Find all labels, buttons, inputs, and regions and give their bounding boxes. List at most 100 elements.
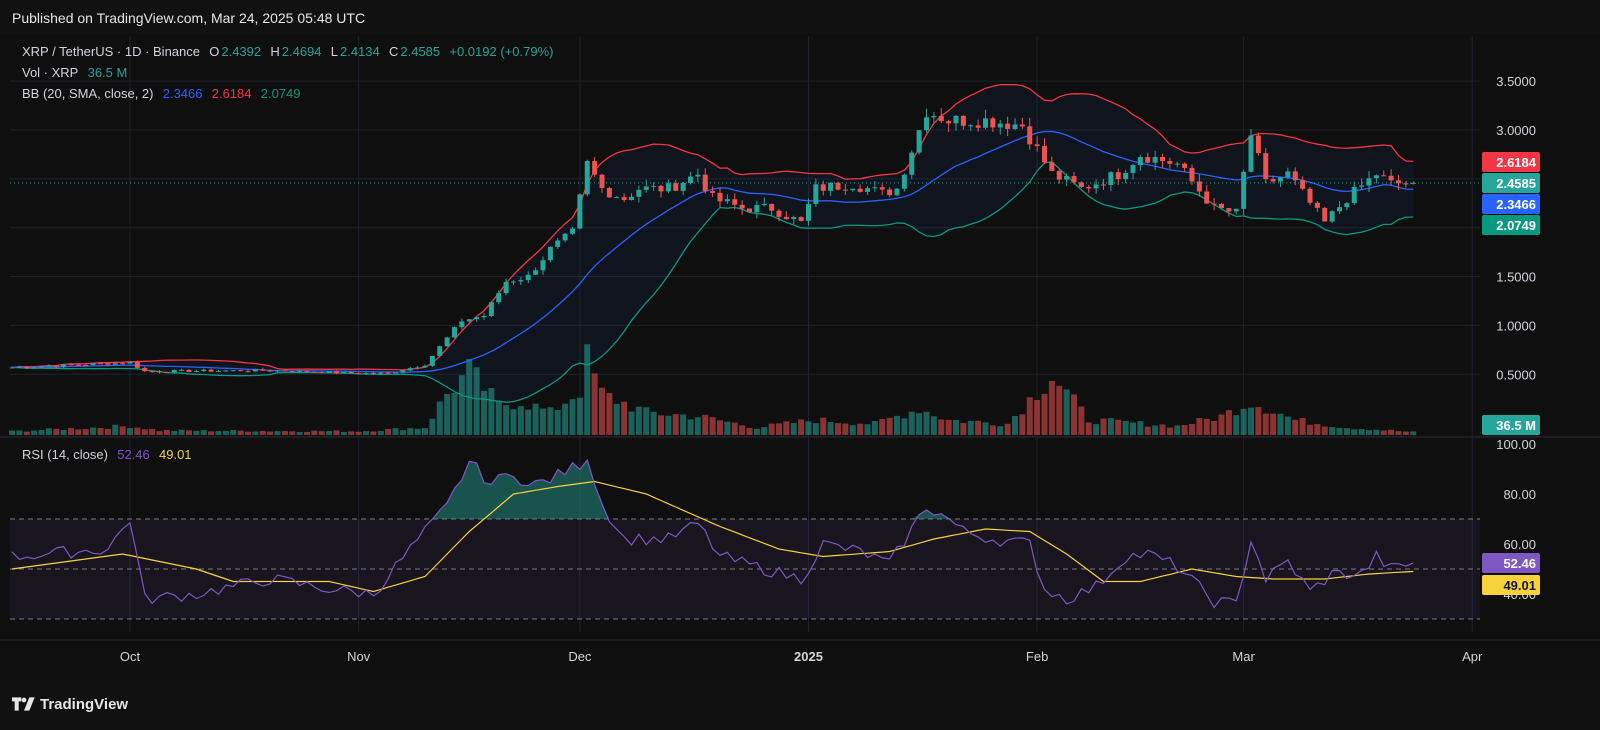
candle-body [975, 125, 981, 128]
volume-bar [1130, 422, 1136, 435]
rsi-tick-label: 60.00 [1503, 537, 1536, 552]
volume-bar [31, 430, 38, 435]
volume-bar [1380, 430, 1387, 435]
candle-body [997, 123, 1003, 128]
candle-body [1307, 188, 1313, 203]
volume-bar [68, 428, 74, 435]
candle-body [208, 369, 214, 372]
volume-bar [1225, 410, 1232, 435]
candle-body [1189, 167, 1195, 182]
symbol-label[interactable]: XRP / TetherUS · 1D · Binance [22, 44, 200, 59]
candle-body [193, 371, 199, 373]
volume-bar [1218, 414, 1225, 435]
volume-bar [1115, 419, 1122, 435]
candle-body [297, 370, 303, 372]
volume-bar [436, 401, 443, 435]
volume-bar [1277, 413, 1284, 435]
volume-bar [672, 414, 679, 435]
volume-bar [458, 375, 465, 435]
bb-lower-value: 2.0749 [260, 86, 301, 101]
candle-body [1042, 146, 1047, 163]
candle-body [1359, 185, 1365, 187]
volume-bar [871, 421, 878, 435]
volume-bar [599, 387, 605, 435]
volume-bar [923, 411, 930, 435]
volume-value: 36.5 M [87, 65, 128, 80]
volume-bar [1166, 427, 1173, 435]
volume-bar [1041, 393, 1048, 435]
time-tick-label: Feb [1026, 649, 1048, 664]
volume-bar [60, 429, 67, 435]
volume-bar [82, 429, 89, 435]
volume-bar [186, 430, 192, 435]
volume-bar [554, 410, 561, 435]
candle-body [754, 205, 760, 213]
volume-bar [731, 422, 738, 435]
volume-bar [208, 431, 215, 435]
volume-bar [1270, 413, 1277, 435]
volume-bar [200, 429, 207, 435]
candle-body [879, 187, 885, 190]
volume-bar [1048, 380, 1055, 435]
close-value: 2.4585 [400, 44, 441, 59]
candle-body [798, 217, 804, 221]
candle-body [238, 370, 244, 372]
rsi-tick-label: 80.00 [1503, 487, 1536, 502]
volume-bar [1255, 407, 1262, 435]
candle-body [1211, 203, 1217, 205]
volume-bar [1395, 431, 1402, 435]
candle-body [1101, 184, 1106, 186]
volume-bar [333, 430, 340, 435]
time-tick-label: Dec [568, 649, 592, 664]
tradingview-brand[interactable]: TradingView [40, 696, 129, 713]
candle-body [1351, 186, 1357, 204]
volume-bar [481, 390, 487, 435]
candle-body [319, 372, 325, 374]
volume-bar [709, 417, 716, 435]
candle-body [872, 187, 878, 189]
volume-bar [222, 430, 229, 435]
volume-bar [97, 428, 104, 435]
badge-volume-bg [1482, 415, 1540, 435]
candle-body [1071, 176, 1077, 183]
badge-basis-bg [1482, 194, 1540, 214]
volume-bar [953, 419, 959, 435]
candle-body [983, 118, 988, 128]
volume-bar [274, 431, 281, 435]
candle-body [776, 210, 782, 217]
volume-bar [1321, 426, 1328, 435]
volume-bar [451, 392, 458, 435]
volume-bar [363, 431, 369, 435]
volume-label[interactable]: Vol · XRP [22, 65, 79, 80]
candle-body [503, 281, 509, 294]
volume-bar [141, 429, 148, 435]
volume-bar [23, 431, 30, 435]
volume-bar [149, 428, 156, 435]
candle-body [547, 246, 553, 261]
volume-bar [901, 418, 908, 435]
volume-bar [694, 417, 701, 435]
volume-bar [9, 430, 15, 435]
badge-price-bg [1482, 173, 1540, 193]
candle-body [1078, 182, 1084, 187]
rsi-label[interactable]: RSI (14, close) [22, 447, 108, 462]
volume-bar [989, 425, 996, 435]
candle-body [1255, 135, 1261, 154]
candle-body [230, 370, 236, 372]
bb-upper-value: 2.6184 [211, 86, 252, 101]
bb-label[interactable]: BB (20, SMA, close, 2) [22, 86, 154, 101]
volume-bar [90, 427, 97, 435]
volume-bar [687, 419, 694, 435]
volume-bar [1034, 400, 1041, 435]
candle-body [1241, 171, 1247, 209]
candle-body [924, 117, 929, 131]
candle-body [525, 274, 531, 281]
badge-upper-bg [1482, 152, 1540, 172]
candle-body [938, 115, 944, 122]
volume-bar [658, 415, 664, 435]
candle-body [1233, 208, 1239, 212]
volume-bar [1012, 416, 1018, 435]
candle-body [348, 371, 354, 374]
candle-body [385, 372, 391, 374]
